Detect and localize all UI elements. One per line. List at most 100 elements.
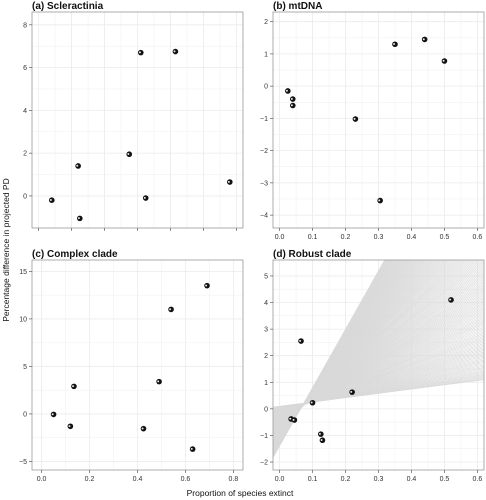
y-tick-label: 10 (19, 316, 27, 323)
data-point (291, 417, 298, 423)
data-point-highlight (353, 117, 356, 120)
data-point-highlight (51, 413, 54, 416)
x-tick-label: 0.6 (473, 476, 483, 483)
y-tick-label: 4 (264, 300, 268, 307)
data-point (318, 431, 324, 437)
y-tick-label: 0 (23, 193, 27, 200)
x-axis-title: Proportion of species extinct (187, 488, 294, 498)
data-point (168, 306, 174, 313)
data-point-highlight (138, 51, 141, 54)
data-point-highlight (442, 59, 445, 62)
x-tick-label: 0.0 (275, 234, 285, 241)
x-tick-label: 0.3 (374, 234, 384, 241)
y-tick-label: 0 (264, 84, 268, 91)
y-tick-label: 0 (264, 406, 268, 413)
data-point (48, 197, 55, 203)
data-point (298, 338, 304, 344)
panels-group: (a) Scleractinia 0 2 4 6 8 (b) mtDNA −4 −3 −2 −1 0 1… (19, 1, 485, 483)
y-tick-label: −1 (260, 433, 268, 440)
y-tick-label: −1 (260, 116, 268, 123)
data-point (289, 96, 296, 102)
data-point (140, 425, 147, 432)
data-point (377, 197, 383, 204)
x-tick-label: 0.2 (341, 476, 351, 483)
y-tick-label: 1 (264, 380, 268, 387)
data-point (77, 215, 83, 222)
data-point (421, 36, 428, 43)
data-point (319, 437, 326, 444)
ribbon-group (273, 260, 484, 458)
y-tick-label: −4 (260, 213, 268, 220)
panel-title: (a) Scleractinia (32, 1, 104, 12)
x-tick-label: 0.3 (374, 476, 384, 483)
grid-group (32, 12, 243, 228)
data-point-highlight (350, 390, 353, 393)
x-tick-label: 0.8 (229, 476, 239, 483)
data-point-highlight (393, 43, 396, 46)
x-tick-label: 0.2 (341, 234, 351, 241)
data-point-highlight (318, 432, 321, 435)
data-point-highlight (72, 385, 75, 388)
x-tick-label: 0.4 (133, 476, 143, 483)
x-tick-label: 0.2 (85, 476, 95, 483)
data-point-highlight (227, 180, 230, 183)
data-point-highlight (290, 104, 293, 107)
data-point-highlight (299, 339, 302, 342)
data-point (75, 163, 81, 169)
y-tick-label: 4 (23, 108, 27, 115)
data-point (50, 411, 57, 418)
x-tick-label: 0.1 (308, 234, 318, 241)
data-point-highlight (289, 417, 292, 420)
x-tick-label: 0.0 (275, 476, 285, 483)
data-point-highlight (76, 164, 79, 167)
panel-title: (b) mtDNA (273, 1, 322, 12)
data-point (289, 102, 296, 109)
x-tick-label: 0.1 (308, 476, 318, 483)
x-tick-label: 0.6 (181, 476, 191, 483)
y-tick-label: 2 (264, 353, 268, 360)
panel-1: (b) mtDNA −4 −3 −2 −1 0 1 2 0.0 0.1 0.2 0.3 0.4 0.5 0.… (260, 1, 485, 241)
y-tick-label: 6 (23, 65, 27, 72)
y-tick-label: 1 (264, 51, 268, 58)
data-point (142, 195, 149, 201)
data-point (189, 446, 196, 452)
data-point (349, 389, 355, 395)
data-point-highlight (49, 198, 52, 201)
data-point (448, 297, 454, 303)
y-tick-label: −3 (260, 180, 268, 187)
y-tick-label: 2 (264, 19, 268, 26)
y-tick-label: 3 (264, 327, 268, 334)
data-point-highlight (320, 439, 323, 442)
panel-3: (d) Robust clade −2 −1 0 1 2 3 4 5 0.0 0.1 0.2 0.3 0.… (260, 249, 485, 483)
data-point-highlight (173, 50, 176, 53)
data-point (392, 41, 398, 48)
panel-2: (c) Complex clade −5 0 5 10 15 0.0 0.2 0.4 0.6 0.8 (19, 249, 244, 483)
ribbon-line (273, 260, 385, 458)
data-point-highlight (190, 447, 193, 450)
data-point-highlight (449, 298, 452, 301)
data-point-highlight (77, 217, 80, 220)
data-point (172, 48, 179, 55)
x-tick-label: 0.5 (440, 476, 450, 483)
x-tick-label: 0.4 (407, 234, 417, 241)
x-tick-label: 0.6 (473, 234, 483, 241)
data-point-highlight (290, 97, 293, 100)
data-point (352, 116, 359, 122)
data-point-highlight (143, 196, 146, 199)
data-point (137, 49, 144, 56)
data-point-highlight (285, 89, 288, 92)
data-point (285, 88, 291, 94)
grid-group (273, 12, 484, 228)
data-point-highlight (422, 38, 425, 41)
data-point-highlight (310, 401, 313, 404)
data-point-highlight (205, 284, 208, 287)
data-point-highlight (141, 427, 144, 430)
data-point (441, 58, 448, 64)
data-point-highlight (68, 425, 71, 428)
data-point-highlight (378, 199, 381, 202)
y-tick-label: 15 (19, 269, 27, 276)
data-point (309, 399, 316, 406)
x-tick-label: 0.4 (407, 476, 417, 483)
data-point (71, 383, 77, 390)
